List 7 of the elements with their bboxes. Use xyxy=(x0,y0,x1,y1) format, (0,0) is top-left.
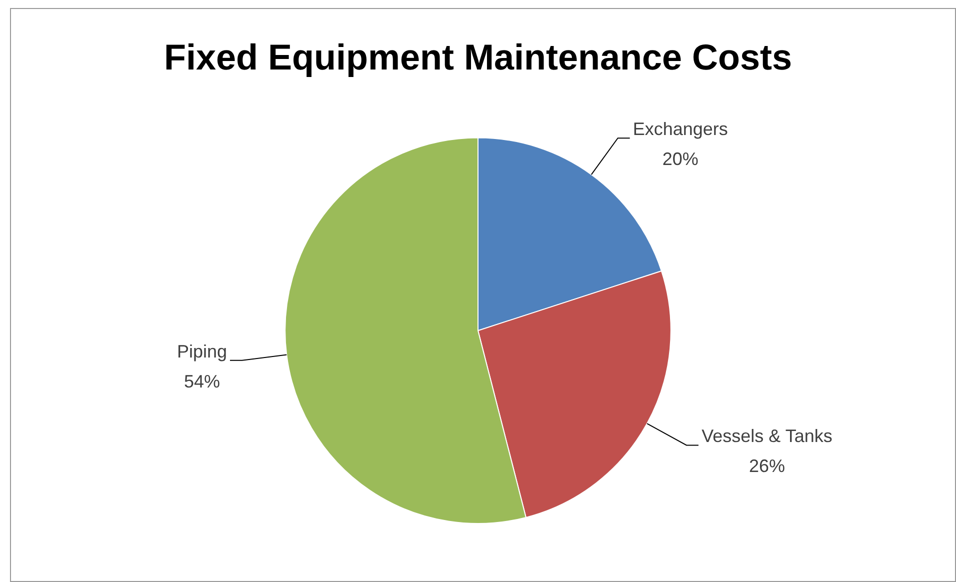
data-label: 20% xyxy=(662,149,698,170)
chart-title: Fixed Equipment Maintenance Costs xyxy=(164,36,792,78)
data-label: 54% xyxy=(184,371,220,392)
slice-label: Exchangers xyxy=(632,119,728,140)
slice-label: Piping xyxy=(176,341,227,362)
data-label: 26% xyxy=(748,456,786,476)
slice-label: Vessels & Tanks xyxy=(702,426,832,446)
